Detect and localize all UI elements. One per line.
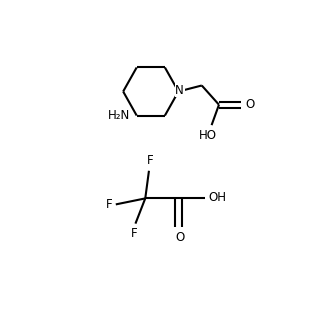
Text: H₂N: H₂N (108, 109, 131, 122)
Text: O: O (175, 231, 184, 244)
Text: F: F (106, 198, 112, 211)
Text: N: N (175, 84, 184, 97)
Text: OH: OH (208, 191, 226, 204)
Text: F: F (147, 154, 153, 167)
Text: F: F (131, 227, 138, 240)
Text: O: O (245, 98, 255, 111)
Text: HO: HO (199, 129, 217, 142)
